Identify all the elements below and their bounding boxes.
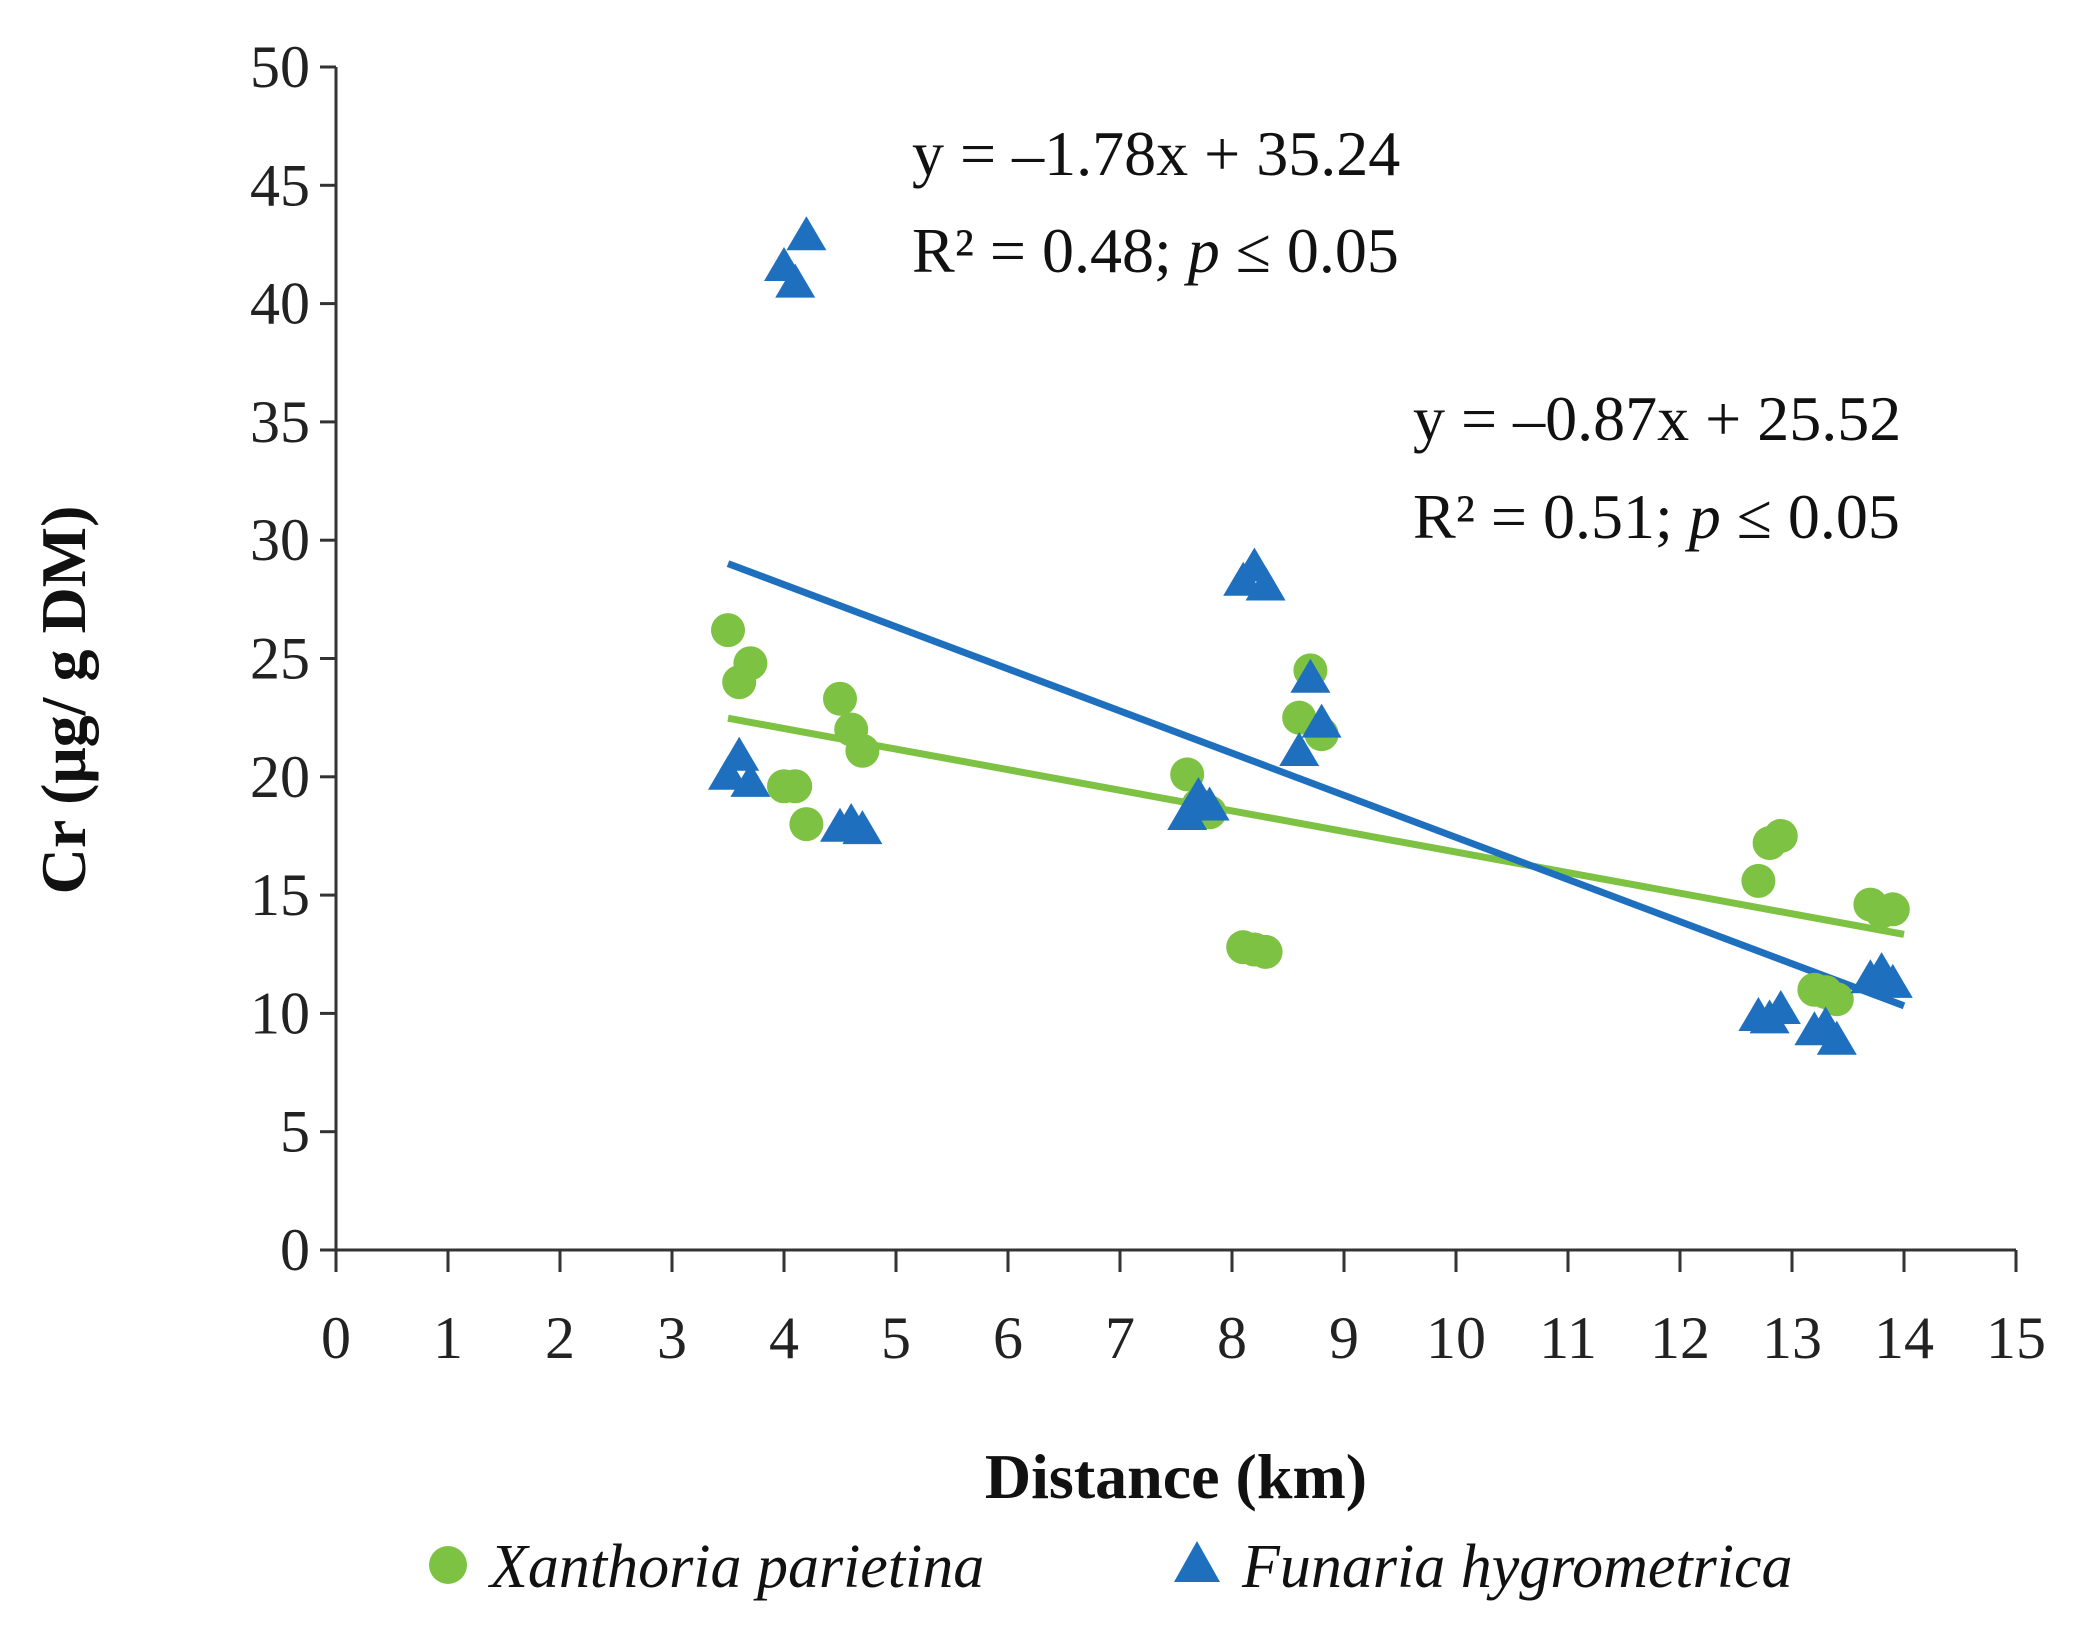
y-tick-label: 25	[250, 626, 310, 692]
y-axis-title: Cr (μg/ g DM)	[28, 506, 99, 895]
funaria-p-symbol: p	[1184, 215, 1220, 286]
xanthoria-point	[1741, 863, 1776, 898]
funaria-point	[842, 810, 883, 845]
xanthoria-point	[789, 807, 824, 842]
xanthoria-p-symbol: p	[1685, 481, 1721, 552]
trendlines	[726, 560, 1906, 1010]
x-tick-label: 2	[545, 1305, 575, 1371]
funaria-trendline	[726, 560, 1906, 1010]
x-tick-label: 7	[1105, 1305, 1135, 1371]
funaria-point	[1245, 566, 1286, 601]
y-tick-label: 50	[250, 34, 310, 100]
y-tick-label: 35	[250, 389, 310, 455]
x-tick-label: 0	[321, 1305, 351, 1371]
funaria-point	[775, 263, 816, 298]
funaria-point	[1290, 658, 1331, 693]
funaria-p-label: ≤ 0.05	[1220, 215, 1399, 286]
funaria-equation-annotation: y = –1.78x + 35.24 R² = 0.48; p ≤ 0.05	[912, 118, 1400, 286]
xanthoria-p-label: ≤ 0.05	[1721, 481, 1900, 552]
x-tick-label: 4	[769, 1305, 799, 1371]
legend-circle-marker	[429, 1546, 467, 1584]
legend-label-funaria: Funaria hygrometrica	[1241, 1533, 1792, 1601]
xanthoria-point	[1763, 818, 1798, 853]
x-tick-label: 15	[1986, 1305, 2046, 1371]
xanthoria-point	[845, 733, 880, 768]
funaria-r2-label: R² = 0.48;	[912, 215, 1188, 286]
x-tick-label: 12	[1650, 1305, 1710, 1371]
x-ticks: 0 1 2 3 4 5 6 7 8 9 10 11 12 13 14 15	[321, 1250, 2046, 1371]
funaria-points	[708, 216, 1913, 1055]
y-tick-label: 15	[250, 862, 310, 928]
xanthoria-point	[1248, 934, 1283, 969]
y-tick-label: 10	[250, 980, 310, 1046]
legend-label-xanthoria: Xanthoria parietina	[487, 1533, 984, 1601]
xanthoria-point	[1819, 982, 1854, 1017]
xanthoria-trendline	[727, 714, 1905, 938]
xanthoria-point	[823, 681, 857, 716]
funaria-point	[1279, 732, 1320, 767]
xanthoria-r2-label: R² = 0.51;	[1413, 481, 1689, 552]
funaria-equation: y = –1.78x + 35.24	[912, 118, 1400, 189]
funaria-point	[1760, 989, 1801, 1024]
y-tick-label: 20	[250, 744, 310, 810]
xanthoria-point	[1875, 892, 1910, 927]
x-tick-label: 10	[1426, 1305, 1486, 1371]
funaria-point	[1816, 1020, 1857, 1055]
funaria-point	[708, 755, 748, 790]
y-tick-label: 30	[250, 507, 310, 573]
xanthoria-point	[778, 769, 813, 804]
x-tick-label: 6	[993, 1305, 1023, 1371]
y-tick-label: 0	[280, 1217, 310, 1283]
funaria-point	[1167, 795, 1208, 830]
x-tick-label: 14	[1874, 1305, 1934, 1371]
x-tick-label: 9	[1329, 1305, 1359, 1371]
xanthoria-point	[711, 613, 745, 648]
y-ticks: 0 5 10 15 20 25 30 35 40 45 50	[250, 34, 336, 1283]
y-tick-label: 45	[250, 152, 310, 218]
funaria-point	[1301, 703, 1342, 738]
funaria-point	[786, 216, 827, 251]
x-tick-label: 1	[433, 1305, 463, 1371]
funaria-r2: R² = 0.48; p ≤ 0.05	[912, 215, 1399, 286]
funaria-point	[1872, 963, 1913, 998]
x-tick-label: 3	[657, 1305, 687, 1371]
x-tick-label: 5	[881, 1305, 911, 1371]
xanthoria-equation-annotation: y = –0.87x + 25.52 R² = 0.51; p ≤ 0.05	[1413, 383, 1901, 552]
funaria-point	[730, 762, 771, 797]
y-tick-label: 5	[280, 1099, 310, 1165]
x-tick-label: 13	[1762, 1305, 1822, 1371]
legend: Xanthoria parietina Funaria hygrometrica	[429, 1533, 1792, 1601]
legend-triangle-marker	[1174, 1541, 1220, 1582]
xanthoria-equation: y = –0.87x + 25.52	[1413, 383, 1901, 454]
funaria-point	[719, 736, 760, 771]
xanthoria-r2: R² = 0.51; p ≤ 0.05	[1413, 481, 1900, 552]
x-axis-title: Distance (km)	[985, 1441, 1367, 1512]
x-tick-label: 8	[1217, 1305, 1247, 1371]
xanthoria-point	[733, 646, 768, 681]
y-tick-label: 40	[250, 271, 310, 337]
funaria-point	[1189, 786, 1230, 821]
x-tick-label: 11	[1539, 1305, 1597, 1371]
